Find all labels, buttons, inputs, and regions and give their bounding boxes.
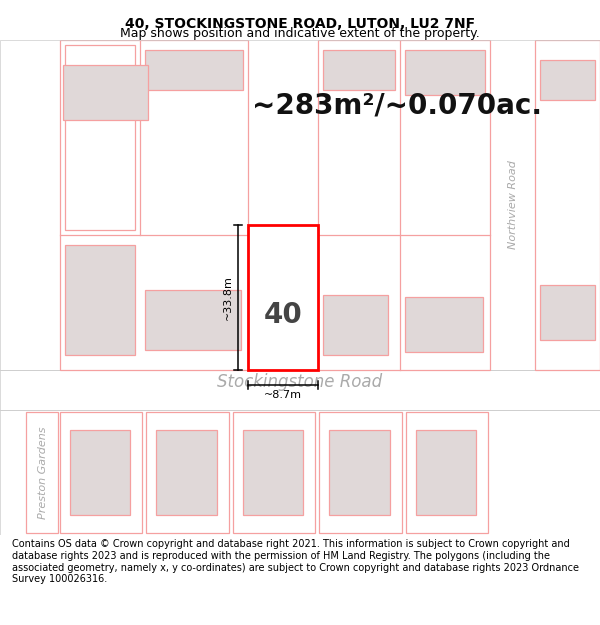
Text: ~33.8m: ~33.8m	[223, 275, 233, 320]
Text: 40, STOCKINGSTONE ROAD, LUTON, LU2 7NF: 40, STOCKINGSTONE ROAD, LUTON, LU2 7NF	[125, 18, 475, 31]
Text: ~8.7m: ~8.7m	[264, 390, 302, 400]
Bar	[490, 40, 535, 370]
Bar	[60, 412, 142, 533]
Bar	[323, 50, 395, 90]
Bar	[405, 297, 483, 352]
Bar	[26, 412, 58, 533]
Text: Stockingstone Road: Stockingstone Road	[217, 373, 383, 391]
Bar	[0, 370, 600, 410]
Bar	[145, 50, 243, 90]
Text: Map shows position and indicative extent of the property.: Map shows position and indicative extent…	[120, 28, 480, 41]
Bar	[65, 245, 135, 355]
Bar	[248, 225, 318, 370]
Bar	[323, 295, 388, 355]
Text: ~283m²/~0.070ac.: ~283m²/~0.070ac.	[252, 91, 542, 119]
Bar	[535, 40, 600, 370]
Bar	[540, 285, 595, 340]
Bar	[329, 430, 389, 515]
Bar	[318, 40, 490, 370]
Bar	[145, 290, 241, 350]
Bar	[28, 410, 58, 535]
Bar	[233, 412, 315, 533]
Bar	[243, 430, 303, 515]
Bar	[406, 412, 488, 533]
Bar	[405, 50, 485, 95]
Bar	[70, 430, 130, 515]
Text: Northview Road: Northview Road	[508, 161, 517, 249]
Bar	[60, 40, 248, 370]
Bar	[540, 60, 595, 100]
Bar	[416, 430, 476, 515]
Bar	[157, 430, 217, 515]
Bar	[65, 45, 135, 230]
Text: Preston Gardens: Preston Gardens	[38, 426, 48, 519]
Bar	[63, 65, 148, 120]
Bar	[146, 412, 229, 533]
Text: 40: 40	[263, 301, 302, 329]
Text: Contains OS data © Crown copyright and database right 2021. This information is : Contains OS data © Crown copyright and d…	[12, 539, 579, 584]
Bar	[319, 412, 401, 533]
